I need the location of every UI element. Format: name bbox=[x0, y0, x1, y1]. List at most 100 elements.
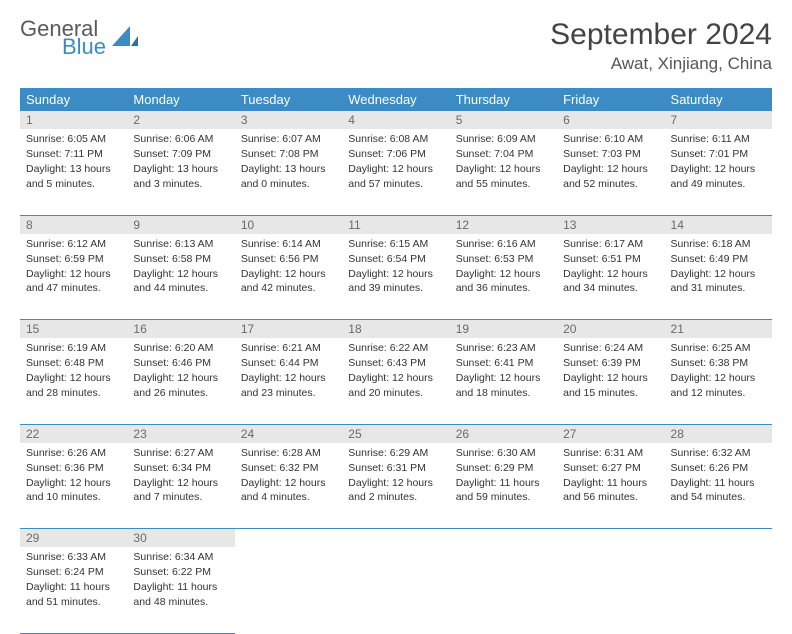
day-cell: Sunrise: 6:08 AMSunset: 7:06 PMDaylight:… bbox=[342, 129, 449, 215]
sunrise-text: Sunrise: 6:18 AM bbox=[671, 237, 766, 251]
day-cell: Sunrise: 6:12 AMSunset: 6:59 PMDaylight:… bbox=[20, 234, 127, 320]
day-cell: Sunrise: 6:27 AMSunset: 6:34 PMDaylight:… bbox=[127, 443, 234, 529]
day-number-cell bbox=[450, 529, 557, 548]
sunset-text: Sunset: 6:54 PM bbox=[348, 252, 443, 266]
day-cell: Sunrise: 6:28 AMSunset: 6:32 PMDaylight:… bbox=[235, 443, 342, 529]
day-cell: Sunrise: 6:20 AMSunset: 6:46 PMDaylight:… bbox=[127, 338, 234, 424]
sunset-text: Sunset: 7:03 PM bbox=[563, 147, 658, 161]
sunset-text: Sunset: 6:53 PM bbox=[456, 252, 551, 266]
day-cell: Sunrise: 6:06 AMSunset: 7:09 PMDaylight:… bbox=[127, 129, 234, 215]
daylight-text: Daylight: 12 hours and 12 minutes. bbox=[671, 371, 766, 399]
daylight-text: Daylight: 11 hours and 56 minutes. bbox=[563, 476, 658, 504]
day-number-cell: 17 bbox=[235, 320, 342, 339]
sunset-text: Sunset: 6:26 PM bbox=[671, 461, 766, 475]
sunrise-text: Sunrise: 6:05 AM bbox=[26, 132, 121, 146]
day-number-cell bbox=[342, 529, 449, 548]
day-number-cell: 2 bbox=[127, 111, 234, 129]
day-number-cell: 14 bbox=[665, 215, 772, 234]
logo: General Blue bbox=[20, 18, 138, 58]
day-number-cell: 25 bbox=[342, 424, 449, 443]
day-number-cell: 10 bbox=[235, 215, 342, 234]
day-number-cell: 23 bbox=[127, 424, 234, 443]
day-cell: Sunrise: 6:13 AMSunset: 6:58 PMDaylight:… bbox=[127, 234, 234, 320]
sunset-text: Sunset: 6:43 PM bbox=[348, 356, 443, 370]
sunrise-text: Sunrise: 6:30 AM bbox=[456, 446, 551, 460]
day-number-cell: 3 bbox=[235, 111, 342, 129]
day-cell: Sunrise: 6:26 AMSunset: 6:36 PMDaylight:… bbox=[20, 443, 127, 529]
day-cell: Sunrise: 6:19 AMSunset: 6:48 PMDaylight:… bbox=[20, 338, 127, 424]
sunset-text: Sunset: 6:29 PM bbox=[456, 461, 551, 475]
day-cell: Sunrise: 6:10 AMSunset: 7:03 PMDaylight:… bbox=[557, 129, 664, 215]
day-cell: Sunrise: 6:05 AMSunset: 7:11 PMDaylight:… bbox=[20, 129, 127, 215]
day-number-cell: 21 bbox=[665, 320, 772, 339]
day-cell: Sunrise: 6:16 AMSunset: 6:53 PMDaylight:… bbox=[450, 234, 557, 320]
sunrise-text: Sunrise: 6:25 AM bbox=[671, 341, 766, 355]
day-cell: Sunrise: 6:25 AMSunset: 6:38 PMDaylight:… bbox=[665, 338, 772, 424]
day-number-cell: 27 bbox=[557, 424, 664, 443]
day-cell bbox=[665, 547, 772, 633]
sunrise-text: Sunrise: 6:06 AM bbox=[133, 132, 228, 146]
sunrise-text: Sunrise: 6:16 AM bbox=[456, 237, 551, 251]
day-number-cell: 20 bbox=[557, 320, 664, 339]
sunrise-text: Sunrise: 6:22 AM bbox=[348, 341, 443, 355]
sunrise-text: Sunrise: 6:31 AM bbox=[563, 446, 658, 460]
day-number-cell bbox=[665, 529, 772, 548]
day-number-cell: 1 bbox=[20, 111, 127, 129]
sunrise-text: Sunrise: 6:11 AM bbox=[671, 132, 766, 146]
day-number-cell: 12 bbox=[450, 215, 557, 234]
daylight-text: Daylight: 12 hours and 55 minutes. bbox=[456, 162, 551, 190]
day-cell: Sunrise: 6:15 AMSunset: 6:54 PMDaylight:… bbox=[342, 234, 449, 320]
daylight-text: Daylight: 13 hours and 0 minutes. bbox=[241, 162, 336, 190]
calendar-table: SundayMondayTuesdayWednesdayThursdayFrid… bbox=[20, 88, 772, 634]
daylight-text: Daylight: 12 hours and 39 minutes. bbox=[348, 267, 443, 295]
sunset-text: Sunset: 6:48 PM bbox=[26, 356, 121, 370]
day-cell bbox=[235, 547, 342, 633]
sunrise-text: Sunrise: 6:14 AM bbox=[241, 237, 336, 251]
day-cell: Sunrise: 6:07 AMSunset: 7:08 PMDaylight:… bbox=[235, 129, 342, 215]
day-number-cell: 28 bbox=[665, 424, 772, 443]
day-number-cell: 24 bbox=[235, 424, 342, 443]
day-number-cell: 18 bbox=[342, 320, 449, 339]
daylight-text: Daylight: 13 hours and 5 minutes. bbox=[26, 162, 121, 190]
sunset-text: Sunset: 6:22 PM bbox=[133, 565, 228, 579]
logo-blue-text: Blue bbox=[62, 36, 106, 58]
day-cell: Sunrise: 6:17 AMSunset: 6:51 PMDaylight:… bbox=[557, 234, 664, 320]
day-cell: Sunrise: 6:11 AMSunset: 7:01 PMDaylight:… bbox=[665, 129, 772, 215]
sunset-text: Sunset: 6:36 PM bbox=[26, 461, 121, 475]
sunset-text: Sunset: 7:11 PM bbox=[26, 147, 121, 161]
day-cell: Sunrise: 6:31 AMSunset: 6:27 PMDaylight:… bbox=[557, 443, 664, 529]
daylight-text: Daylight: 11 hours and 59 minutes. bbox=[456, 476, 551, 504]
sunset-text: Sunset: 6:58 PM bbox=[133, 252, 228, 266]
weekday-header: Friday bbox=[557, 88, 664, 111]
sunset-text: Sunset: 7:08 PM bbox=[241, 147, 336, 161]
day-number-cell: 26 bbox=[450, 424, 557, 443]
day-cell: Sunrise: 6:18 AMSunset: 6:49 PMDaylight:… bbox=[665, 234, 772, 320]
sunrise-text: Sunrise: 6:27 AM bbox=[133, 446, 228, 460]
sunset-text: Sunset: 7:06 PM bbox=[348, 147, 443, 161]
day-number-cell bbox=[235, 529, 342, 548]
sunset-text: Sunset: 6:34 PM bbox=[133, 461, 228, 475]
daylight-text: Daylight: 12 hours and 23 minutes. bbox=[241, 371, 336, 399]
daylight-text: Daylight: 12 hours and 28 minutes. bbox=[26, 371, 121, 399]
weekday-header: Tuesday bbox=[235, 88, 342, 111]
day-number-cell: 22 bbox=[20, 424, 127, 443]
sunrise-text: Sunrise: 6:32 AM bbox=[671, 446, 766, 460]
daylight-text: Daylight: 12 hours and 15 minutes. bbox=[563, 371, 658, 399]
sunrise-text: Sunrise: 6:24 AM bbox=[563, 341, 658, 355]
weekday-header: Thursday bbox=[450, 88, 557, 111]
sunrise-text: Sunrise: 6:19 AM bbox=[26, 341, 121, 355]
weekday-header: Wednesday bbox=[342, 88, 449, 111]
day-number-cell: 16 bbox=[127, 320, 234, 339]
daylight-text: Daylight: 11 hours and 54 minutes. bbox=[671, 476, 766, 504]
weekday-header: Monday bbox=[127, 88, 234, 111]
day-cell: Sunrise: 6:33 AMSunset: 6:24 PMDaylight:… bbox=[20, 547, 127, 633]
daylight-text: Daylight: 12 hours and 10 minutes. bbox=[26, 476, 121, 504]
daylight-text: Daylight: 12 hours and 36 minutes. bbox=[456, 267, 551, 295]
day-number-cell: 7 bbox=[665, 111, 772, 129]
calendar-body: 1234567Sunrise: 6:05 AMSunset: 7:11 PMDa… bbox=[20, 111, 772, 633]
daylight-text: Daylight: 12 hours and 49 minutes. bbox=[671, 162, 766, 190]
day-number-cell: 4 bbox=[342, 111, 449, 129]
sunrise-text: Sunrise: 6:33 AM bbox=[26, 550, 121, 564]
daylight-text: Daylight: 12 hours and 26 minutes. bbox=[133, 371, 228, 399]
sunrise-text: Sunrise: 6:26 AM bbox=[26, 446, 121, 460]
